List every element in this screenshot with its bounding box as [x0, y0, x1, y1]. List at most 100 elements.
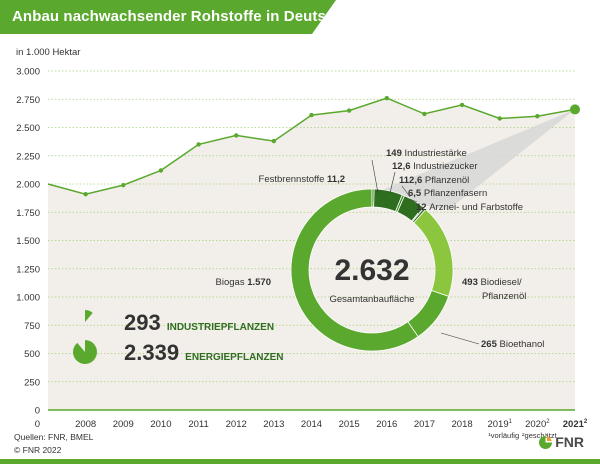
legend-label: INDUSTRIEPFLANZEN — [167, 322, 274, 333]
y-tick-label: 2.750 — [16, 95, 40, 106]
slice-label: Biogas — [216, 277, 248, 288]
data-point — [158, 168, 164, 173]
data-point — [121, 182, 126, 188]
sources-label: Quellen: FNR, BMEL — [14, 432, 94, 442]
y-tick-label: 1.500 — [16, 236, 40, 247]
data-point — [309, 112, 314, 118]
slice-label-biodiesel-line2: Pflanzenöl — [482, 291, 526, 302]
x-tick-label: 2009 — [113, 419, 134, 430]
slice-label: Pflanzenfasern — [424, 188, 487, 199]
x-tick-label: 20191 — [487, 419, 512, 430]
x-origin-label: 0 — [35, 419, 40, 430]
x-tick-label: 2015 — [339, 419, 360, 430]
slice-value: 6,5 — [408, 188, 424, 199]
legend-value: 2.339 — [124, 340, 185, 365]
bottom-stripe — [0, 459, 600, 464]
slice-label: Bioethanol — [500, 339, 545, 350]
y-tick-label: 0 — [35, 406, 40, 417]
data-point — [196, 142, 201, 147]
slice-label-bioethanol: 265 Bioethanol — [481, 339, 544, 350]
slice-label-industriestaerke: 149 Industriestärke — [386, 148, 467, 159]
data-point — [497, 116, 502, 121]
slice-value: 1.570 — [247, 277, 271, 288]
x-tick-label: 2012 — [226, 419, 247, 430]
data-point — [422, 111, 427, 117]
slice-label-biodiesel: 493 Biodiesel/ — [462, 277, 522, 288]
data-point — [535, 114, 540, 119]
slice-label-industriezucker: 12,6 Industriezucker — [392, 161, 478, 172]
donut-center-value: 2.632 — [334, 254, 409, 287]
donut-center-label: Gesamtanbaufläche — [329, 294, 414, 305]
slice-value: 265 — [481, 339, 500, 350]
legend-energiepflanzen: 2.339 ENERGIEPFLANZEN — [124, 340, 284, 365]
data-point — [234, 133, 239, 138]
data-point — [346, 108, 352, 113]
fnr-logo-icon — [539, 435, 553, 449]
leader-line — [389, 171, 396, 194]
x-tick-label: 2016 — [376, 419, 397, 430]
x-tick-label: 2013 — [263, 419, 284, 430]
y-tick-label: 2.000 — [16, 180, 40, 191]
mini-pie-energie — [73, 340, 98, 364]
legend-industriepflanzen: 293 INDUSTRIEPFLANZEN — [124, 310, 274, 335]
slice-label-festbrennstoffe: Festbrennstoffe 11,2 — [259, 174, 345, 185]
slice-value: 149 — [386, 148, 405, 159]
x-tick-footnote-mark: 2 — [584, 419, 588, 425]
x-tick-label: 2008 — [75, 419, 96, 430]
donut-slice — [290, 188, 419, 352]
callout-wedge — [370, 109, 575, 210]
y-tick-label: 3.000 — [16, 67, 40, 78]
data-point — [271, 138, 277, 144]
slice-label-biogas: Biogas 1.570 — [216, 277, 271, 288]
data-point-highlight — [570, 104, 580, 115]
x-tick-label: 20212 — [563, 419, 588, 430]
slice-label: Biodiesel/ — [481, 277, 523, 288]
slice-label: Arznei- und Farbstoffe — [429, 202, 523, 213]
data-point — [459, 102, 465, 108]
slice-label: Pflanzenöl — [425, 175, 469, 186]
x-tick-label: 2010 — [150, 419, 171, 430]
slice-label-pflanzenoel: 112,6 Pflanzenöl — [399, 175, 469, 186]
y-tick-label: 1.000 — [16, 293, 40, 304]
y-tick-label: 750 — [24, 321, 40, 332]
slice-label: Industriezucker — [413, 161, 477, 172]
x-tick-label: 2011 — [188, 419, 208, 430]
x-tick-footnote-mark: 1 — [509, 419, 513, 425]
y-axis-unit-label: in 1.000 Hektar — [16, 47, 81, 58]
slice-value: 12,6 — [392, 161, 413, 172]
x-tick-label: 2014 — [301, 419, 322, 430]
x-tick-label: 20202 — [525, 419, 550, 430]
leader-line — [401, 185, 411, 198]
x-tick-footnote-mark: 2 — [546, 419, 550, 425]
x-tick-label: 2018 — [452, 419, 473, 430]
x-footnote: ¹vorläufig — [488, 431, 519, 440]
legend-label: ENERGIEPFLANZEN — [185, 352, 283, 363]
fnr-logo: FNR — [538, 434, 584, 450]
slice-value: 493 — [462, 277, 481, 288]
slice-label-pflanzenfasern: 6,5 Pflanzenfasern — [408, 188, 487, 199]
title-bar — [0, 0, 336, 34]
slice-label-arznei: 12 Arznei- und Farbstoffe — [416, 202, 523, 213]
y-tick-label: 1.250 — [16, 264, 40, 275]
leader-line — [417, 206, 424, 214]
y-tick-label: 2.500 — [16, 123, 40, 134]
slice-value: 11,2 — [327, 174, 345, 185]
data-point — [83, 191, 88, 197]
fnr-logo-text: FNR — [555, 434, 584, 450]
leader-line — [409, 198, 418, 203]
mini-pie-industrie — [85, 310, 93, 322]
y-tick-label: 250 — [24, 377, 40, 388]
leader-line — [371, 159, 379, 194]
x-footnote: ²geschätzt — [522, 431, 558, 440]
donut-slice — [407, 290, 450, 338]
slice-label: Festbrennstoffe — [259, 174, 327, 185]
copyright-label: © FNR 2022 — [14, 445, 62, 455]
data-point — [384, 95, 389, 101]
slice-label: Industriestärke — [405, 148, 467, 159]
y-tick-label: 1.750 — [16, 208, 40, 219]
legend-value: 293 — [124, 310, 167, 335]
chart-title: Anbau nachwachsender Rohstoffe in Deutsc… — [12, 8, 375, 25]
y-tick-label: 2.250 — [16, 151, 40, 162]
slice-value: 112,6 — [399, 175, 425, 186]
